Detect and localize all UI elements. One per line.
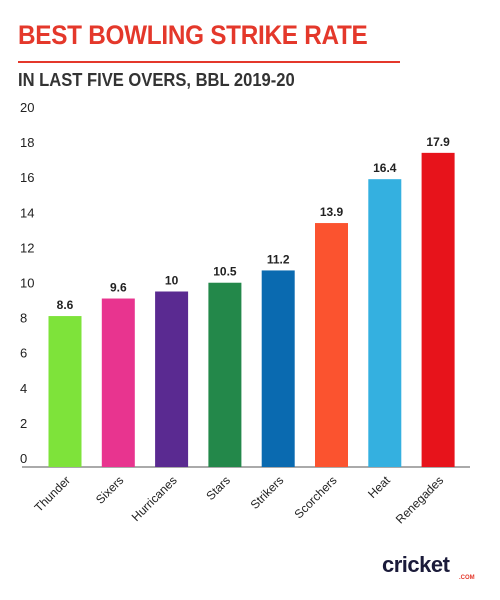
bar	[155, 291, 189, 467]
chart-title: BEST BOWLING STRIKE RATE	[18, 20, 368, 50]
bar	[421, 152, 455, 468]
category-label: Hurricanes	[129, 473, 180, 524]
y-tick-label: 18	[20, 135, 34, 150]
y-tick-label: 0	[20, 451, 27, 466]
category-label: Heat	[365, 473, 393, 501]
category-label: Strikers	[248, 473, 287, 512]
bar	[101, 298, 135, 467]
bar	[261, 270, 295, 467]
logo-text: cricket	[382, 552, 450, 577]
bar-value-label: 11.2	[267, 252, 290, 266]
bar-value-label: 10	[165, 274, 179, 288]
y-tick-label: 20	[20, 100, 34, 115]
y-tick-label: 8	[20, 311, 27, 326]
category-label: Sixers	[93, 473, 126, 506]
bar-value-label: 10.5	[213, 265, 237, 279]
bar	[315, 223, 348, 467]
y-tick-label: 6	[20, 346, 27, 361]
title-underline	[18, 61, 400, 63]
bar-value-label: 9.6	[110, 281, 127, 295]
category-label: Thunder	[32, 473, 74, 515]
bar-value-label: 13.9	[320, 205, 344, 219]
bar	[48, 316, 82, 467]
logo-domain: .COM	[459, 575, 475, 581]
bar-value-label: 17.9	[426, 135, 450, 149]
y-tick-label: 16	[20, 170, 34, 185]
bar-value-label: 8.6	[57, 298, 74, 312]
category-label: Scorchers	[292, 473, 340, 521]
y-tick-label: 12	[20, 240, 34, 255]
bar	[368, 179, 402, 467]
y-tick-label: 4	[20, 381, 27, 396]
chart-subtitle: IN LAST FIVE OVERS, BBL 2019-20	[18, 70, 295, 90]
bar-value-label: 16.4	[373, 161, 397, 175]
category-label: Renegades	[393, 473, 446, 526]
cricket-logo: cricket	[382, 552, 450, 578]
bar	[208, 282, 242, 467]
y-tick-label: 14	[20, 205, 34, 220]
category-label: Stars	[203, 473, 233, 503]
y-tick-label: 10	[20, 276, 34, 291]
y-tick-label: 2	[20, 416, 27, 431]
